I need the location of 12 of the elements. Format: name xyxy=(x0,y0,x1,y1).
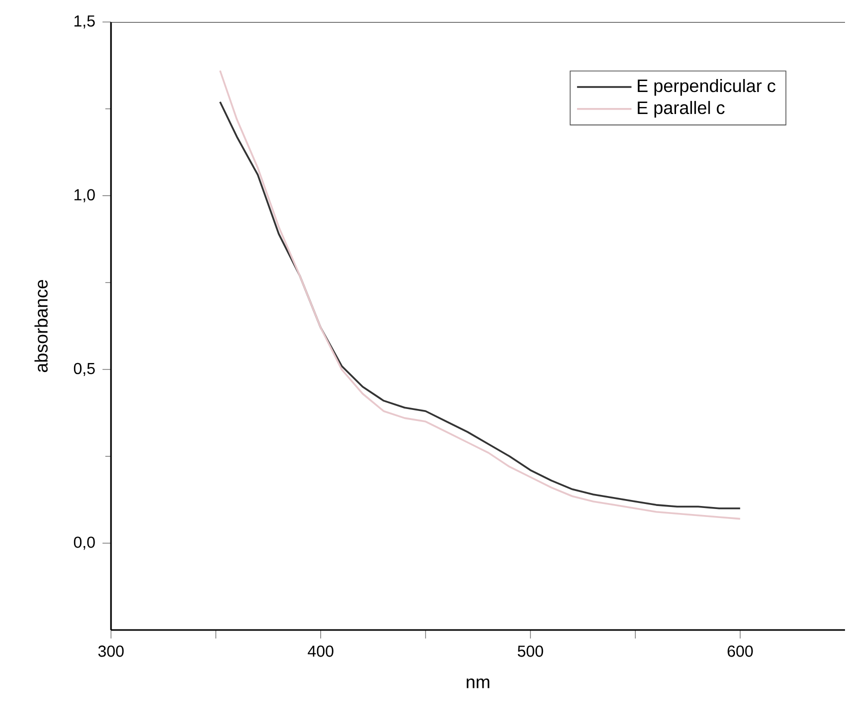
x-axis-title: nm xyxy=(466,678,490,688)
legend-label: E perpendicular c xyxy=(638,79,776,96)
x-tick-label: 600 xyxy=(728,646,753,657)
legend-label: E parallel c xyxy=(638,100,725,118)
y-tick-label: 0,5 xyxy=(74,362,95,376)
y-tick-label: 1,0 xyxy=(74,189,95,202)
y-tick-label: 0,0 xyxy=(74,536,95,550)
y-tick-label: 1,5 xyxy=(74,15,95,28)
x-tick-label: 500 xyxy=(518,646,544,657)
x-tick-label: 300 xyxy=(98,646,124,657)
x-tick-label: 400 xyxy=(308,646,334,657)
y-axis-title: absorbance xyxy=(34,280,48,372)
